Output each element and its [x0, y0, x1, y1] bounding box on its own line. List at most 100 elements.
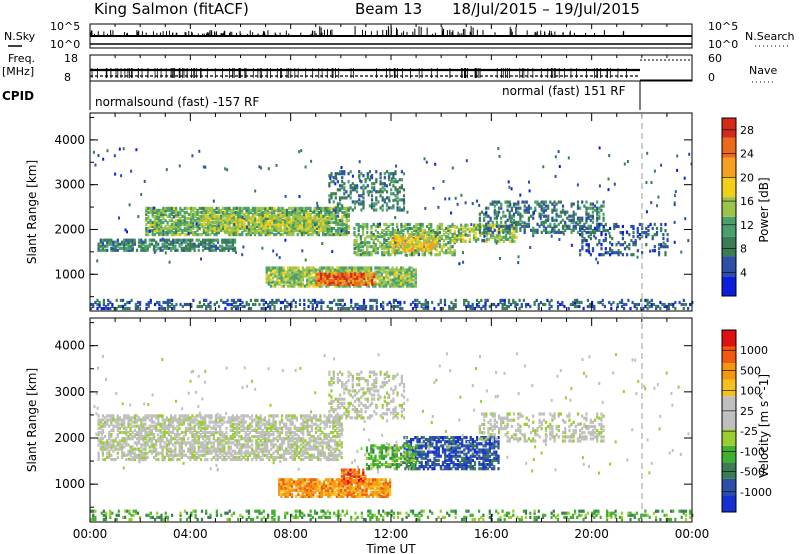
data-cell	[553, 218, 556, 222]
data-cell	[515, 208, 518, 212]
data-cell	[538, 214, 541, 218]
data-cell	[343, 182, 346, 186]
data-cell	[665, 304, 668, 309]
data-cell	[106, 451, 109, 455]
data-cell	[344, 268, 347, 272]
data-cell	[553, 226, 556, 230]
data-cell	[249, 306, 253, 311]
data-cell	[108, 437, 111, 441]
data-cell	[155, 212, 158, 216]
data-cell	[341, 274, 344, 278]
nsky-strip: N.Sky 10^5 10^0 10^5 10^0 N.Search	[4, 20, 795, 60]
data-cell	[393, 248, 396, 252]
data-cell	[418, 246, 421, 250]
data-cell	[317, 276, 321, 280]
data-cell	[190, 304, 193, 309]
data-cell	[243, 216, 246, 221]
data-cell	[442, 180, 445, 183]
data-cell	[301, 216, 304, 220]
data-cell	[567, 156, 570, 160]
data-cell	[260, 218, 263, 222]
data-cell	[330, 229, 333, 233]
data-cell	[230, 218, 233, 222]
data-cell	[224, 300, 227, 305]
data-cell	[434, 253, 437, 257]
data-cell	[291, 266, 294, 270]
data-cell	[598, 146, 601, 150]
data-cell	[258, 212, 261, 216]
data-cell	[393, 276, 396, 280]
data-cell	[383, 235, 386, 239]
data-cell	[104, 304, 108, 309]
data-cell	[311, 222, 314, 226]
data-cell	[447, 229, 450, 233]
data-cell	[292, 216, 295, 220]
data-cell	[347, 180, 350, 184]
data-cell	[172, 206, 176, 210]
data-cell	[210, 238, 213, 242]
data-cell	[655, 226, 659, 231]
data-cell	[462, 233, 465, 237]
nsky-hi: 10^5	[50, 20, 80, 33]
data-cell	[585, 239, 588, 243]
data-cell	[272, 276, 275, 280]
data-cell	[285, 212, 289, 216]
y-tick-label: 3000	[54, 178, 85, 192]
data-cell	[660, 245, 663, 249]
data-cell	[204, 206, 208, 210]
data-cell	[332, 214, 335, 218]
data-cell	[264, 210, 267, 214]
data-cell	[470, 227, 473, 231]
data-cell	[360, 272, 363, 276]
data-cell	[508, 214, 511, 218]
data-cell	[294, 300, 297, 305]
data-cell	[109, 300, 112, 305]
data-cell	[544, 226, 548, 230]
data-cell	[234, 231, 237, 235]
data-cell	[495, 224, 498, 228]
data-cell	[368, 235, 371, 239]
nsky-trace	[89, 24, 693, 60]
data-cell	[397, 304, 400, 309]
data-cell	[383, 222, 386, 227]
data-cell	[332, 220, 335, 225]
data-cell	[217, 228, 220, 232]
data-cell	[262, 229, 265, 233]
data-cell	[254, 224, 257, 228]
data-cell	[458, 231, 461, 235]
data-cell	[585, 210, 588, 214]
data-cell	[355, 243, 358, 247]
data-cell	[382, 300, 385, 305]
data-cell	[556, 306, 560, 311]
data-cell	[349, 278, 353, 282]
data-cell	[387, 276, 390, 280]
data-cell	[153, 226, 156, 231]
data-cell	[408, 276, 411, 280]
data-cell	[498, 210, 501, 214]
data-cell	[333, 270, 336, 274]
data-cell	[343, 192, 346, 196]
data-cell	[392, 199, 395, 203]
data-cell	[282, 266, 285, 270]
data-cell	[112, 445, 115, 449]
data-cell	[175, 233, 178, 237]
data-cell	[119, 304, 122, 309]
data-cell	[314, 223, 317, 227]
data-cell	[337, 276, 340, 280]
data-cell	[179, 233, 182, 237]
data-cell	[385, 231, 388, 235]
data-cell	[361, 222, 365, 227]
data-cell	[221, 240, 224, 244]
data-cell	[472, 229, 476, 233]
data-cell	[602, 224, 605, 229]
data-cell	[354, 278, 357, 282]
data-cell	[448, 306, 451, 311]
data-cell	[127, 248, 130, 252]
data-cell	[390, 206, 393, 210]
data-cell	[519, 206, 522, 210]
data-cell	[286, 280, 290, 284]
data-cell	[149, 298, 152, 302]
data-cell	[542, 208, 545, 212]
cpid-label: CPID	[2, 89, 34, 103]
data-cell	[341, 220, 344, 225]
